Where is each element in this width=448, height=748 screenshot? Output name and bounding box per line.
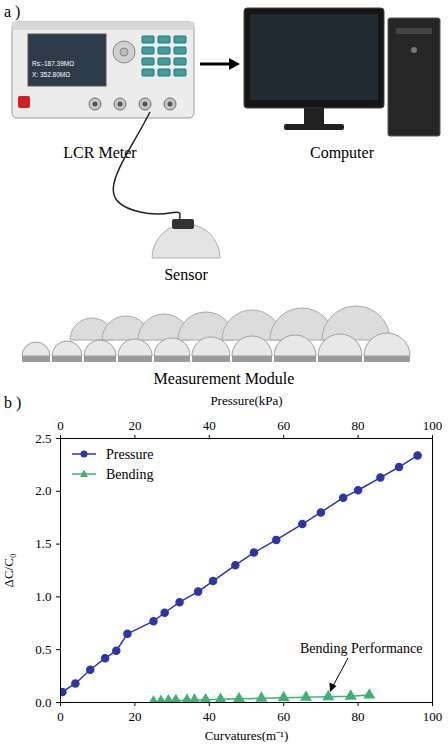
svg-text:0: 0 bbox=[57, 709, 64, 724]
svg-text:Pressure: Pressure bbox=[106, 447, 153, 462]
svg-text:40: 40 bbox=[203, 418, 216, 433]
svg-text:Pressure(kPa): Pressure(kPa) bbox=[210, 393, 282, 408]
svg-text:1.5: 1.5 bbox=[35, 536, 51, 551]
svg-text:1.0: 1.0 bbox=[35, 589, 51, 604]
svg-text:Computer: Computer bbox=[310, 144, 375, 162]
svg-text:Curvatures(m⁻¹): Curvatures(m⁻¹) bbox=[205, 728, 289, 743]
svg-text:20: 20 bbox=[128, 418, 141, 433]
svg-text:Bending Performance: Bending Performance bbox=[300, 641, 422, 656]
svg-text:b ): b ) bbox=[4, 394, 21, 412]
svg-text:Measurement Module: Measurement Module bbox=[154, 370, 295, 387]
svg-text:X: 352.80MΩ: X: 352.80MΩ bbox=[32, 71, 70, 78]
svg-text:ΔC/C₀: ΔC/C₀ bbox=[1, 554, 16, 588]
svg-text:2.5: 2.5 bbox=[35, 431, 51, 446]
svg-text:Rs:-187.39MΩ: Rs:-187.39MΩ bbox=[32, 60, 74, 67]
svg-text:100: 100 bbox=[423, 709, 443, 724]
svg-text:80: 80 bbox=[352, 418, 365, 433]
svg-text:0.5: 0.5 bbox=[35, 642, 51, 657]
svg-text:a ): a ) bbox=[4, 3, 20, 21]
svg-text:Sensor: Sensor bbox=[164, 266, 208, 283]
svg-text:Bending: Bending bbox=[106, 467, 153, 482]
svg-text:LCR Meter: LCR Meter bbox=[63, 144, 137, 161]
svg-text:2.0: 2.0 bbox=[35, 483, 51, 498]
svg-text:40: 40 bbox=[203, 709, 216, 724]
svg-text:100: 100 bbox=[423, 418, 443, 433]
svg-text:0.0: 0.0 bbox=[35, 695, 51, 710]
svg-text:60: 60 bbox=[277, 418, 290, 433]
svg-text:80: 80 bbox=[352, 709, 365, 724]
svg-text:60: 60 bbox=[277, 709, 290, 724]
svg-text:20: 20 bbox=[128, 709, 141, 724]
svg-text:0: 0 bbox=[57, 418, 64, 433]
